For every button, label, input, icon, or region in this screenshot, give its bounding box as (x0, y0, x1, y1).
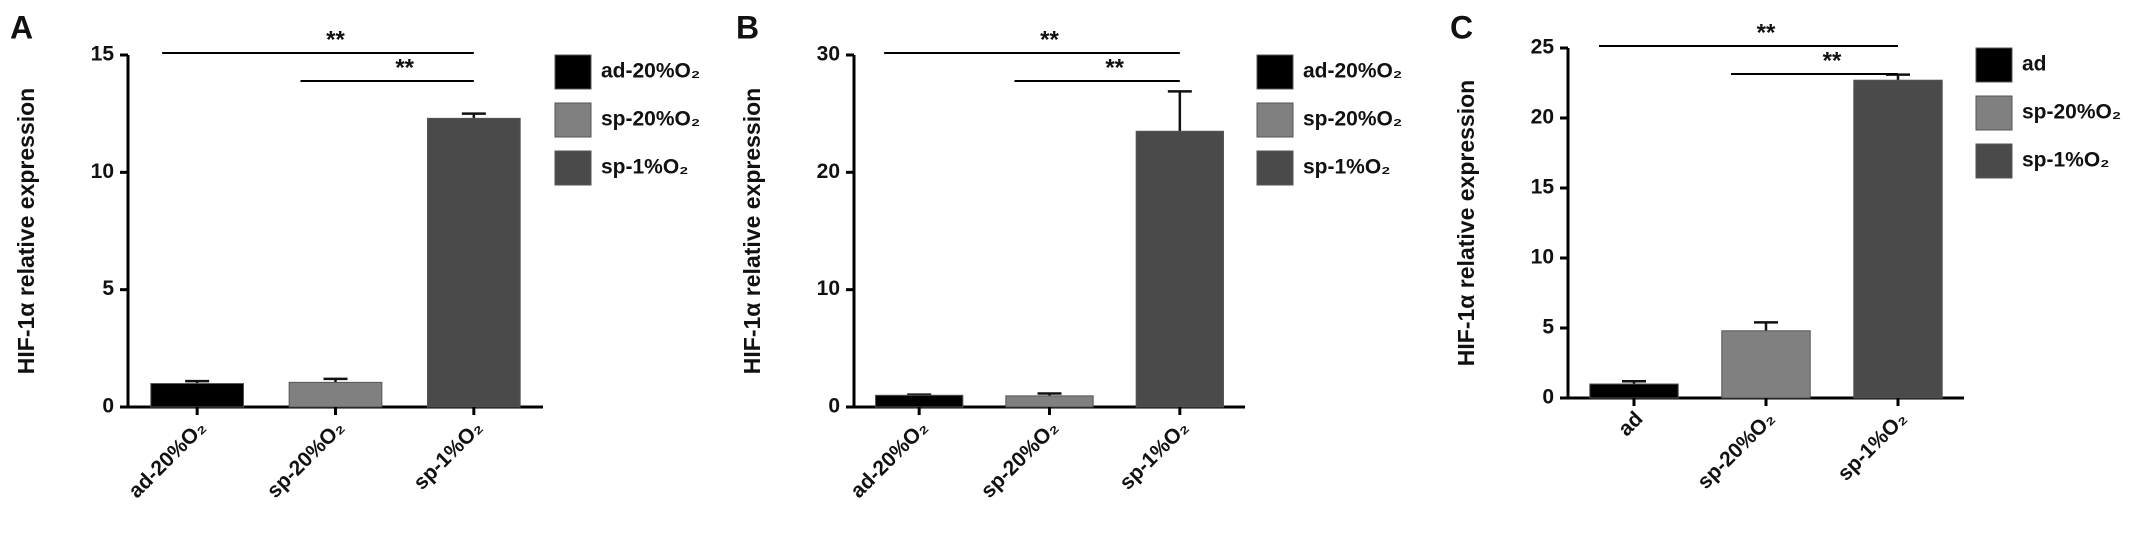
y-tick-label: 25 (1531, 36, 1555, 59)
significance-label: ** (1105, 54, 1124, 81)
x-tick-label: ad (1614, 407, 1648, 441)
y-tick-label: 10 (1531, 246, 1554, 269)
legend-label: sp-1%O₂ (2022, 149, 2110, 172)
y-tick-label: 0 (102, 395, 114, 418)
bar (1853, 79, 1943, 399)
y-tick-label: 5 (1542, 316, 1554, 339)
legend-label: sp-20%O₂ (601, 108, 700, 131)
bar (1135, 130, 1224, 408)
y-tick-label: 5 (102, 277, 114, 300)
y-axis-label: HIF-1α relative expression (13, 88, 39, 374)
bar (1721, 330, 1811, 399)
legend-swatch (1975, 47, 2013, 83)
x-tick-label: ad-20%O₂ (846, 416, 932, 502)
y-axis-label: HIF-1α relative expression (1453, 80, 1479, 366)
legend-label: sp-20%O₂ (2022, 101, 2121, 124)
legend-swatch (1975, 95, 2013, 131)
x-tick-label: ad-20%O₂ (124, 416, 210, 502)
significance-label: ** (1757, 19, 1776, 46)
panel-letter: B (736, 9, 759, 45)
bar (426, 117, 521, 408)
y-tick-label: 30 (817, 43, 840, 66)
bar (1589, 383, 1679, 399)
bar (875, 394, 964, 408)
y-tick-label: 0 (1542, 386, 1554, 409)
significance-label: ** (326, 26, 345, 53)
legend-swatch (1256, 102, 1294, 138)
bar (150, 383, 245, 408)
legend-label: ad (2022, 53, 2047, 76)
legend-swatch (1975, 143, 2013, 179)
legend-swatch (554, 150, 592, 186)
x-tick-label: sp-1%O₂ (1833, 407, 1911, 485)
x-tick-label: sp-1%O₂ (409, 416, 487, 494)
legend-swatch (1256, 54, 1294, 90)
legend-label: sp-1%O₂ (1303, 156, 1391, 179)
panel-letter: C (1450, 9, 1473, 45)
y-tick-label: 10 (91, 160, 114, 183)
bar (1005, 395, 1094, 408)
significance-label: ** (395, 54, 414, 81)
x-tick-label: sp-20%O₂ (977, 416, 1063, 502)
y-tick-label: 10 (817, 277, 840, 300)
legend-swatch (554, 54, 592, 90)
legend-label: ad-20%O₂ (1303, 60, 1402, 83)
legend-swatch (1256, 150, 1294, 186)
x-tick-label: sp-20%O₂ (1693, 407, 1779, 493)
legend-label: ad-20%O₂ (601, 60, 700, 83)
x-tick-label: sp-1%O₂ (1115, 416, 1193, 494)
x-tick-label: sp-20%O₂ (263, 416, 349, 502)
legend-label: sp-1%O₂ (601, 156, 689, 179)
significance-label: ** (1823, 47, 1842, 74)
panel-letter: A (10, 9, 33, 45)
legend-swatch (554, 102, 592, 138)
y-tick-label: 0 (828, 395, 840, 418)
y-tick-label: 20 (1531, 106, 1554, 129)
significance-label: ** (1040, 26, 1059, 53)
legend-label: sp-20%O₂ (1303, 108, 1402, 131)
y-axis-label: HIF-1α relative expression (739, 88, 765, 374)
y-tick-label: 15 (1531, 176, 1555, 199)
y-tick-label: 20 (817, 160, 840, 183)
bar (288, 381, 383, 408)
y-tick-label: 15 (91, 43, 115, 66)
